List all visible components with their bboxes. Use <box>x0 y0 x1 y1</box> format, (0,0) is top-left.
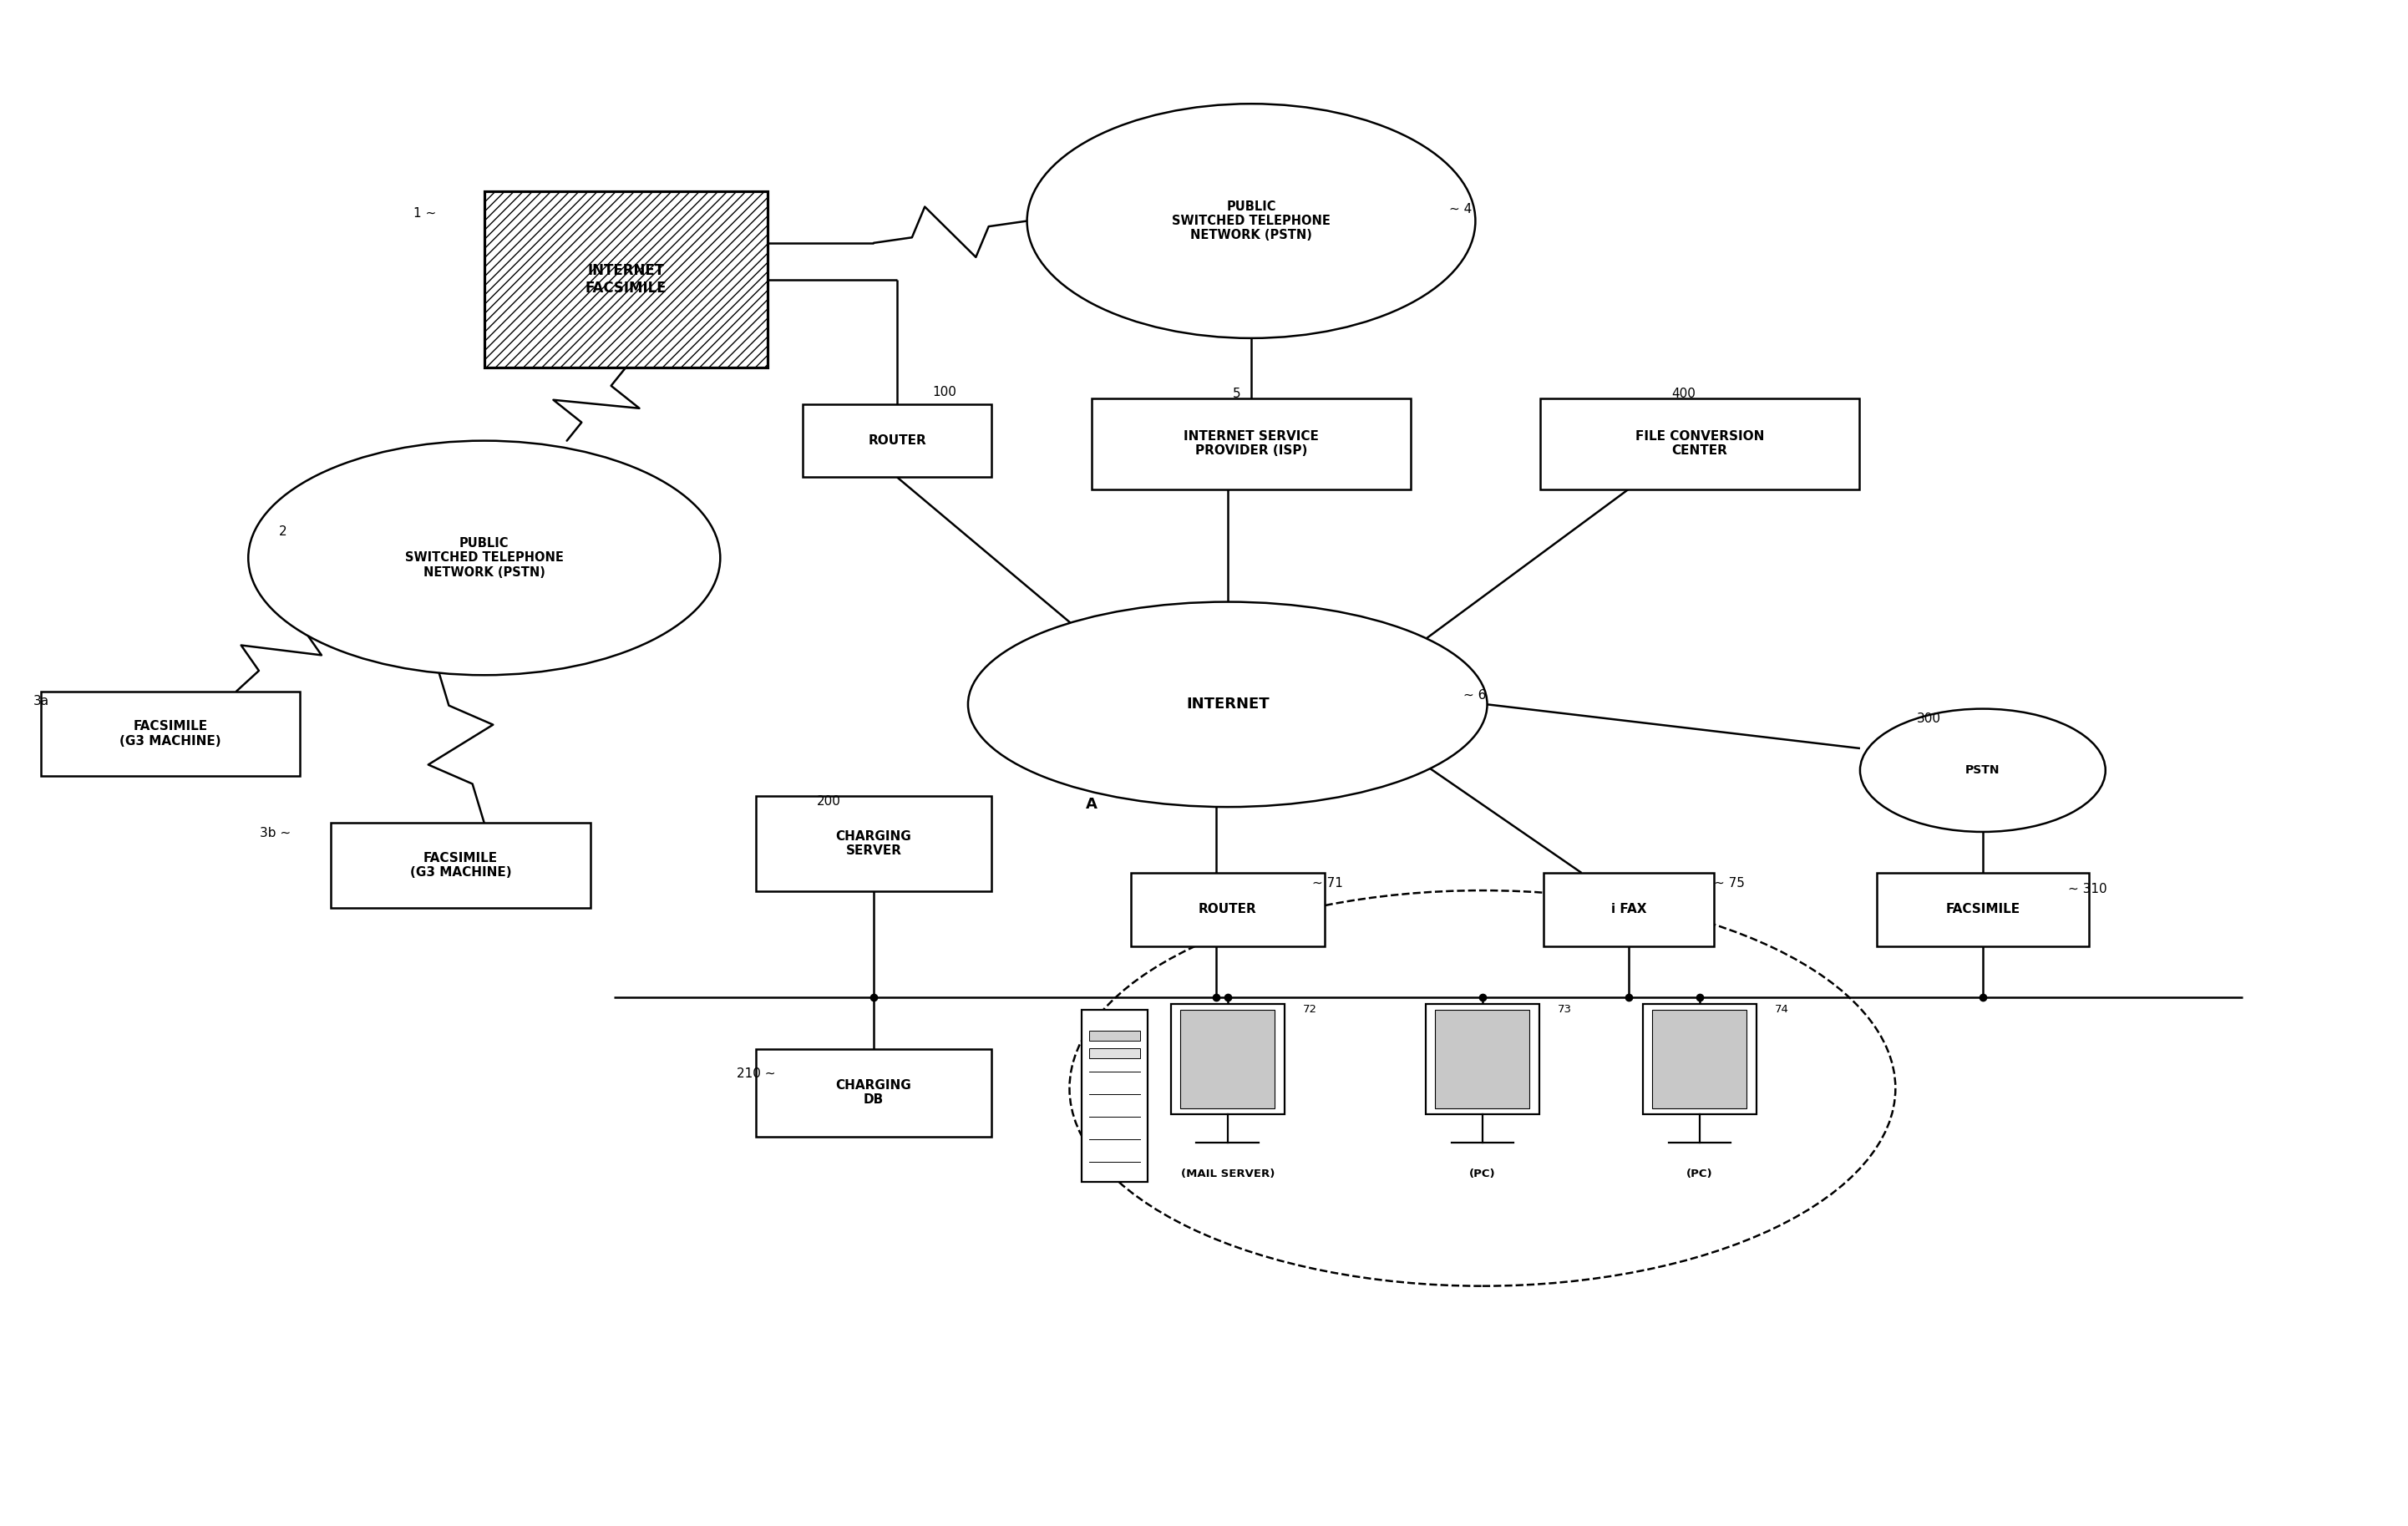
Text: FACSIMILE
(G3 MACHINE): FACSIMILE (G3 MACHINE) <box>120 720 222 748</box>
Text: ROUTER: ROUTER <box>869 435 927 447</box>
Bar <box>1088 1030 1141 1041</box>
Text: CHARGING
DB: CHARGING DB <box>836 1079 913 1106</box>
Text: 200: 200 <box>816 795 840 807</box>
Text: ~ 6: ~ 6 <box>1464 690 1486 702</box>
Text: 74: 74 <box>1775 1004 1789 1015</box>
Text: 2: 2 <box>279 525 287 537</box>
Text: FACSIMILE
(G3 MACHINE): FACSIMILE (G3 MACHINE) <box>409 852 510 879</box>
Bar <box>1435 1010 1529 1109</box>
Text: 1 ~: 1 ~ <box>414 208 436 220</box>
FancyBboxPatch shape <box>1132 873 1324 946</box>
Text: (PC): (PC) <box>1686 1169 1712 1180</box>
Text: ~ 75: ~ 75 <box>1714 877 1743 890</box>
Text: 73: 73 <box>1558 1004 1572 1015</box>
Bar <box>1180 1010 1274 1109</box>
Bar <box>1088 1048 1141 1058</box>
FancyBboxPatch shape <box>756 797 992 891</box>
Text: ROUTER: ROUTER <box>1199 903 1257 916</box>
Text: 210 ~: 210 ~ <box>737 1067 775 1080</box>
Text: INTERNET
FACSIMILE: INTERNET FACSIMILE <box>585 264 667 296</box>
Text: (MAIL SERVER): (MAIL SERVER) <box>1180 1169 1274 1180</box>
Text: ~ 4: ~ 4 <box>1450 203 1471 215</box>
Bar <box>1081 1010 1146 1183</box>
FancyBboxPatch shape <box>802 404 992 478</box>
Ellipse shape <box>968 601 1488 807</box>
Text: 400: 400 <box>1671 388 1695 400</box>
Text: (PC): (PC) <box>1469 1169 1495 1180</box>
Text: 72: 72 <box>1303 1004 1317 1015</box>
Bar <box>1652 1010 1746 1109</box>
Text: CHARGING
SERVER: CHARGING SERVER <box>836 830 913 858</box>
Text: PSTN: PSTN <box>1965 765 2001 777</box>
FancyBboxPatch shape <box>484 192 768 368</box>
Text: ~ 71: ~ 71 <box>1312 877 1344 890</box>
FancyBboxPatch shape <box>1544 873 1714 946</box>
FancyBboxPatch shape <box>756 1048 992 1137</box>
Ellipse shape <box>248 441 720 674</box>
Text: PUBLIC
SWITCHED TELEPHONE
NETWORK (PSTN): PUBLIC SWITCHED TELEPHONE NETWORK (PSTN) <box>405 537 563 578</box>
FancyBboxPatch shape <box>1091 398 1411 488</box>
Bar <box>1426 1004 1539 1114</box>
Text: 3b ~: 3b ~ <box>260 827 291 839</box>
Text: INTERNET: INTERNET <box>1187 697 1269 713</box>
FancyBboxPatch shape <box>1541 398 1859 488</box>
Text: INTERNET SERVICE
PROVIDER (ISP): INTERNET SERVICE PROVIDER (ISP) <box>1185 430 1320 458</box>
Ellipse shape <box>1026 104 1476 339</box>
Text: ~ 310: ~ 310 <box>2068 882 2107 896</box>
Bar <box>1170 1004 1283 1114</box>
Text: 100: 100 <box>932 386 956 398</box>
Text: 300: 300 <box>1917 713 1941 725</box>
Text: FACSIMILE: FACSIMILE <box>1946 903 2020 916</box>
Ellipse shape <box>1859 708 2105 832</box>
FancyBboxPatch shape <box>1876 873 2088 946</box>
Text: i FAX: i FAX <box>1611 903 1647 916</box>
Text: A: A <box>1086 797 1098 812</box>
Text: PUBLIC
SWITCHED TELEPHONE
NETWORK (PSTN): PUBLIC SWITCHED TELEPHONE NETWORK (PSTN) <box>1173 200 1332 241</box>
Text: FILE CONVERSION
CENTER: FILE CONVERSION CENTER <box>1635 430 1765 458</box>
FancyBboxPatch shape <box>41 691 301 777</box>
Bar <box>1642 1004 1755 1114</box>
Text: 5: 5 <box>1233 388 1240 400</box>
FancyBboxPatch shape <box>330 823 590 908</box>
Text: 3a: 3a <box>34 696 51 708</box>
